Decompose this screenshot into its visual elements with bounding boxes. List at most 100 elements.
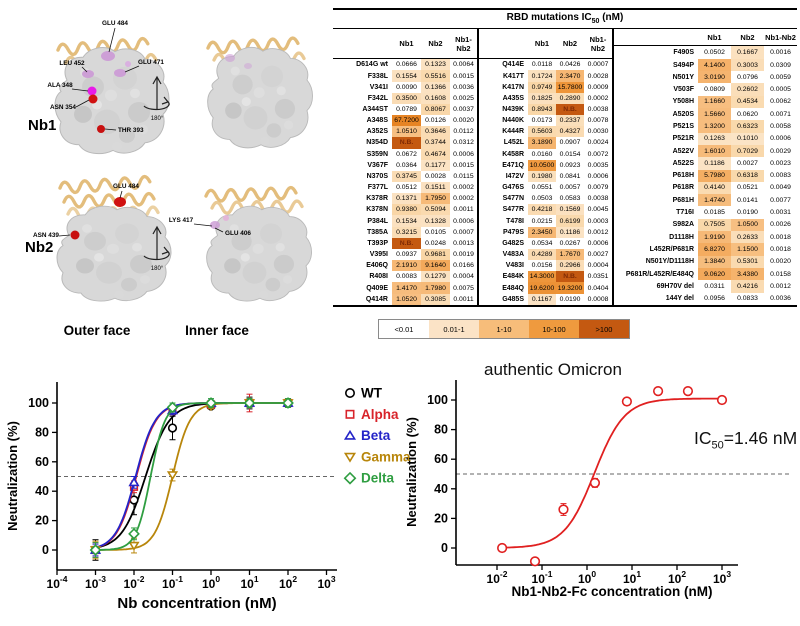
- column-header: Nb1-Nb2: [584, 29, 612, 59]
- ic50-cell: 0.0173: [528, 115, 556, 127]
- mutation-label: D1118H: [669, 233, 694, 241]
- ic50-cell: 0.0809: [698, 83, 731, 96]
- mutation-row: V367F 0.0364 0.1177 0.0015: [333, 159, 477, 171]
- ic50-cell: 0.0038: [584, 193, 612, 205]
- ic50-cell: 0.1010: [731, 132, 764, 145]
- ic50-cell: 0.0004: [450, 271, 477, 283]
- mutation-label: I472V: [505, 172, 524, 180]
- ic50-cell: 2.3450: [528, 226, 556, 238]
- ic50-cell: 0.0057: [556, 182, 584, 194]
- ic50-cell: 0.0267: [556, 237, 584, 249]
- mutation-label: T478I: [506, 217, 524, 225]
- mutation-row: A352S 1.0510 0.3646 0.0112: [333, 126, 477, 138]
- x-axis-label: Nb concentration (nM): [117, 595, 276, 612]
- mutation-label: N354D: [366, 139, 388, 147]
- mutation-row: P618H 5.7980 0.6318 0.0083: [613, 169, 797, 182]
- ic50-cell: 0.0311: [698, 280, 731, 293]
- ic50-cell: 0.0011: [450, 293, 477, 305]
- table-body: Nb1 Nb2 Nb1-Nb2 D614G wt 0.0666 0.1323 0.0064 F…: [333, 29, 797, 307]
- ic50-cell: 1.7980: [421, 282, 450, 294]
- y-tick-label: 20: [434, 511, 448, 525]
- ic50-cell: 0.0062: [764, 95, 797, 109]
- ic50-cell: 0.1825: [528, 92, 556, 104]
- ic50-cell: 0.0011: [450, 204, 477, 216]
- face-caption-outer: Outer face: [64, 323, 131, 338]
- ic50-cell: 0.2602: [731, 83, 764, 96]
- mutation-row: N354D N.B. 0.3744 0.0312: [333, 137, 477, 149]
- mutation-label: N501Y/D1118H: [645, 258, 694, 266]
- ic50-cell: 0.2337: [556, 115, 584, 127]
- mutation-row: N501Y 3.0190 0.0796 0.0059: [613, 71, 797, 84]
- mutation-row: G482S 0.0534 0.0267 0.0006: [478, 237, 612, 249]
- ic50-cell: 0.0309: [764, 58, 797, 72]
- ic50-cell: 0.0166: [450, 260, 477, 272]
- ic50-cell: 0.0006: [450, 148, 477, 160]
- mutation-row: L452L 3.1890 0.0907 0.0024: [478, 137, 612, 149]
- ic50-cell: 0.9380: [392, 204, 421, 216]
- ic50-cell: 5.7980: [698, 169, 731, 182]
- mutation-row: P384L 0.1534 0.1328 0.0006: [333, 215, 477, 227]
- ic50-cell: 0.0351: [584, 271, 612, 283]
- ic50-cell: 0.0907: [556, 137, 584, 149]
- ic50-cell: 0.0160: [528, 148, 556, 160]
- ic50-cell: 0.4674: [421, 148, 450, 160]
- ic50-cell: 0.0004: [584, 260, 612, 272]
- ic50-cell: 0.0312: [450, 137, 477, 149]
- ic50-cell: 1.9190: [698, 231, 731, 244]
- column-header: Nb1: [698, 29, 731, 47]
- ic50-cell: 0.1724: [528, 70, 556, 82]
- ic50-cell: 1.5660: [698, 108, 731, 121]
- ic50-cell: 0.0215: [528, 215, 556, 227]
- mutation-label: A520S: [672, 110, 694, 118]
- ic50-cell: 0.1511: [421, 182, 450, 194]
- mutation-row: 144Y del 0.0956 0.0833 0.0036: [613, 292, 797, 305]
- neutralization-chart-variants: 10-4 10-3 10-2 10-1 100 101 102 103 0 20 40 60 80 100…: [5, 382, 411, 612]
- ic50-cell: 3.1890: [528, 137, 556, 149]
- mutation-label: E471Q: [502, 161, 524, 169]
- legend-label: Delta: [361, 471, 395, 486]
- ic50-cell: 0.3745: [392, 170, 421, 183]
- ic50-cell: 0.0796: [731, 71, 764, 84]
- ic50-cell: 0.0005: [764, 83, 797, 96]
- ic50-cell: 0.0059: [764, 71, 797, 84]
- ic50-cell: 0.0364: [392, 159, 421, 171]
- ic50-cell: 0.1534: [392, 215, 421, 227]
- mutation-row: V395I 0.0937 0.9681 0.0019: [333, 248, 477, 261]
- ic50-cell: 0.0064: [450, 58, 477, 71]
- ic50-cell: 9.1640: [421, 260, 450, 272]
- ic50-cell: 19.3200: [556, 282, 584, 294]
- ic50-cell: 0.0027: [731, 157, 764, 170]
- mutation-row: T393P N.B. 0.0248 0.0013: [333, 237, 477, 249]
- residue-label: ASN 439: [33, 232, 59, 239]
- ic50-cell: 0.0025: [450, 92, 477, 104]
- mutation-label: V367F: [367, 161, 388, 169]
- series-wt: [90, 396, 293, 561]
- y-tick-label: 20: [35, 514, 49, 528]
- ic50-cell: 0.0112: [450, 126, 477, 138]
- table-title: RBD mutations IC50 (nM): [333, 8, 797, 29]
- mutation-group-2: Nb1 Nb2 Nb1-Nb2 Q414E 0.0118 0.0426 0.0007 K417…: [477, 29, 612, 305]
- mutation-row: L452R/P681R 6.8270 1.1500 0.0018: [613, 243, 797, 256]
- residue-label: ASN 354: [50, 104, 76, 111]
- mutation-row: F338L 0.1554 0.5516 0.0015: [333, 70, 477, 82]
- neutralization-chart-omicron: 10-2 10-1 100 101 102 103020406080100Nb1-Nb2-…: [404, 380, 790, 599]
- residue-label: GLU 484: [102, 20, 128, 27]
- ic50-cell: N.B.: [556, 271, 584, 283]
- ic50-cell: 0.0031: [764, 206, 797, 219]
- ic50-cell: 0.0028: [421, 170, 450, 183]
- ic50-cell: 0.2633: [731, 231, 764, 244]
- mutation-label: S477N: [502, 195, 524, 203]
- legend-label: Gamma: [361, 449, 411, 464]
- ic50-cell: 0.6318: [731, 169, 764, 182]
- ic50-cell: 0.0083: [392, 271, 421, 283]
- mutation-row: Q409E 1.4170 1.7980 0.0075: [333, 282, 477, 294]
- mutation-row: S494P 4.1400 0.3003 0.0309: [613, 58, 797, 72]
- ic50-cell: 3.0190: [698, 71, 731, 84]
- ic50-cell: 0.3500: [392, 92, 421, 104]
- mutation-label: S359N: [366, 150, 388, 158]
- panel-tag-nb2: Nb2: [25, 239, 53, 256]
- y-tick-label: 60: [35, 455, 49, 469]
- fit-curve: [95, 402, 288, 549]
- mutation-label: P618R: [672, 184, 694, 192]
- legend-bucket: 10-100: [529, 320, 579, 338]
